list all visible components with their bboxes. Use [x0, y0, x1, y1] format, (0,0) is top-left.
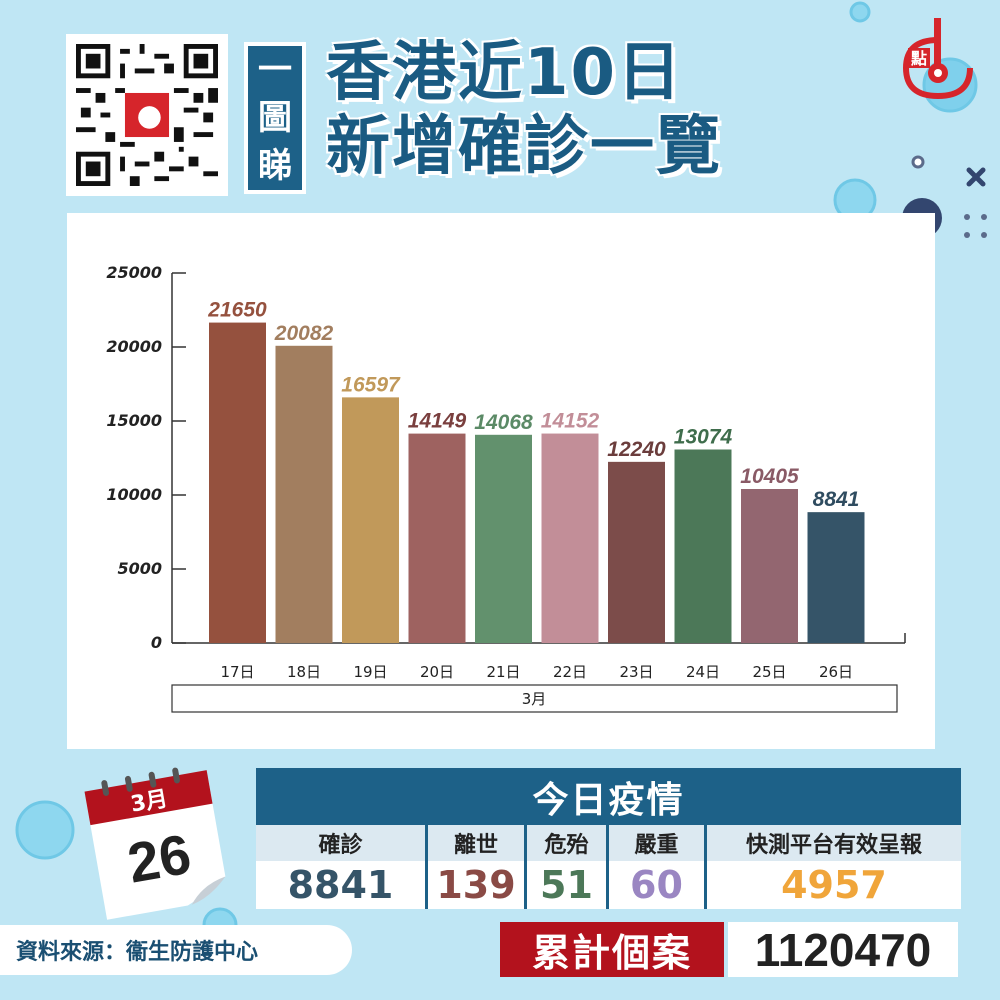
stat-rapid-test: 快測平台有效呈報 4957	[707, 825, 961, 909]
data-label: 12240	[607, 438, 666, 461]
x-tick-label: 21日	[486, 663, 520, 681]
today-title: 今日疫情	[256, 768, 961, 825]
stat-label: 危殆	[527, 825, 606, 861]
bar	[408, 433, 466, 643]
x-tick-label: 17日	[220, 663, 254, 681]
y-tick-label: 0	[151, 633, 162, 652]
title-line-1: 香港近10日	[326, 36, 684, 110]
y-tick-label: 25000	[106, 263, 162, 282]
bar	[807, 512, 865, 643]
data-label: 14068	[474, 411, 533, 434]
tag-char: 圖	[258, 98, 292, 138]
x-tick-label: 19日	[353, 663, 387, 681]
y-tick-label: 20000	[106, 337, 162, 356]
calendar-day: 26	[123, 822, 195, 895]
brand-logo-icon: 點	[902, 18, 973, 100]
bar	[674, 449, 732, 643]
stat-label: 快測平台有效呈報	[707, 825, 961, 861]
data-label: 21650	[207, 299, 267, 322]
group-label: 3月	[522, 690, 547, 708]
cumulative-label: 累計個案	[500, 922, 724, 977]
stat-value: 60	[609, 861, 704, 909]
bar	[608, 461, 665, 643]
stat-value: 8841	[256, 861, 425, 909]
qr-code[interactable]	[66, 34, 228, 196]
x-tick-label: 24日	[686, 663, 720, 681]
bar	[209, 322, 266, 643]
data-label: 16597	[341, 373, 401, 396]
x-tick-label: 18日	[287, 663, 321, 681]
calendar-icon: 3月 26	[84, 767, 226, 920]
today-stats: 確診 8841 離世 139 危殆 51 嚴重 60 快測平台有效呈報 4957	[256, 825, 961, 909]
bar	[541, 433, 599, 643]
y-tick-label: 5000	[117, 559, 162, 578]
x-tick-label: 26日	[819, 663, 853, 681]
bar	[342, 397, 399, 643]
bar	[275, 345, 333, 643]
group-label-box	[171, 684, 898, 713]
stat-label: 確診	[256, 825, 425, 861]
tag-char: 睇	[258, 146, 292, 186]
title-line-2: 新增確診一覽	[326, 110, 722, 184]
tag-label: 一 圖 睇	[248, 46, 302, 190]
stat-critical: 危殆 51	[527, 825, 609, 909]
data-label: 10405	[740, 465, 799, 488]
data-label: 8841	[813, 488, 860, 511]
data-source: 資料來源：衞生防護中心	[0, 925, 352, 975]
tag-box: 一 圖 睇	[244, 42, 306, 194]
data-label: 13074	[674, 426, 733, 449]
data-label: 20082	[274, 322, 334, 345]
svg-text:點: 點	[911, 49, 927, 68]
data-label: 14149	[408, 410, 467, 433]
y-tick-label: 15000	[106, 411, 162, 430]
bar	[475, 434, 532, 643]
x-tick-label: 22日	[553, 663, 587, 681]
stat-value: 4957	[707, 861, 961, 909]
stat-value: 51	[527, 861, 606, 909]
x-tick-label: 25日	[752, 663, 786, 681]
tag-char: 一	[258, 50, 292, 90]
stat-label: 嚴重	[609, 825, 704, 861]
chart-card: 0 5000 10000 15000 20000 25000 21650 17日 20082 18…	[67, 213, 935, 749]
stat-label: 離世	[428, 825, 524, 861]
stat-serious: 嚴重 60	[609, 825, 707, 909]
data-label: 14152	[541, 410, 600, 433]
x-tick-label: 23日	[619, 663, 653, 681]
x-tick-label: 20日	[420, 663, 454, 681]
qr-code-icon	[76, 44, 218, 186]
bar	[741, 489, 798, 643]
cumulative-value: 1120470	[728, 922, 958, 977]
stat-deaths: 離世 139	[428, 825, 527, 909]
y-tick-label: 10000	[106, 485, 162, 504]
page-title: 香港近10日 新增確診一覽	[326, 36, 796, 184]
stat-confirmed: 確診 8841	[256, 825, 428, 909]
stat-value: 139	[428, 861, 524, 909]
bar-chart: 0 5000 10000 15000 20000 25000 21650 17日 20082 18…	[106, 263, 906, 713]
